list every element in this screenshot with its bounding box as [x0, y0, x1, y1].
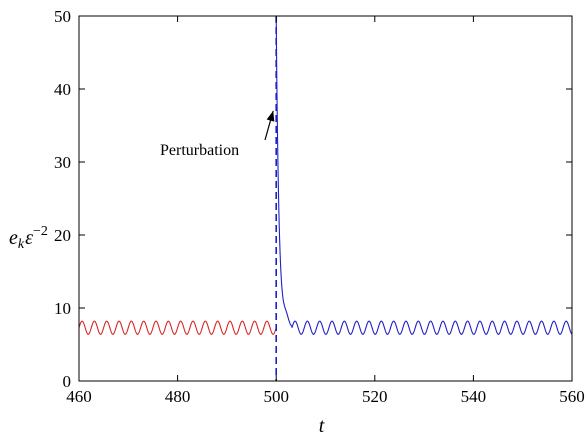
y-label-subscript: k: [18, 237, 25, 252]
x-tick-label: 540: [461, 387, 487, 406]
x-tick-label: 520: [362, 387, 388, 406]
y-tick-label: 10: [54, 299, 71, 318]
x-tick-label: 500: [263, 387, 289, 406]
x-axis-label: t: [319, 415, 325, 437]
series-line-1: [78, 320, 277, 335]
annotation: Perturbation: [160, 110, 275, 159]
x-tick-label: 480: [165, 387, 191, 406]
series-layer: [78, 15, 573, 335]
annotation-arrow-head: [266, 110, 275, 122]
y-label-base: e: [9, 227, 18, 249]
y-axis-label: ekε−2: [9, 224, 48, 252]
y-label-exponent: −2: [33, 224, 48, 239]
axes: [78, 15, 573, 382]
axes-frame: [78, 15, 573, 382]
ticks: 460 480 500 520 540 560 0 10 20 30 40 50: [54, 7, 585, 406]
y-tick-label: 40: [54, 80, 71, 99]
y-tick-label: 50: [54, 7, 71, 26]
y-tick-label: 30: [54, 153, 71, 172]
annotation-label: Perturbation: [160, 142, 239, 159]
y-tick-label: 20: [54, 226, 71, 245]
plot-background: [79, 16, 572, 381]
series-line-2: [275, 15, 573, 335]
x-tick-label: 460: [66, 387, 92, 406]
y-tick-label: 0: [63, 372, 72, 391]
y-label-epsilon: ε: [25, 227, 33, 249]
x-tick-label: 560: [559, 387, 585, 406]
plot-area: [79, 16, 572, 381]
